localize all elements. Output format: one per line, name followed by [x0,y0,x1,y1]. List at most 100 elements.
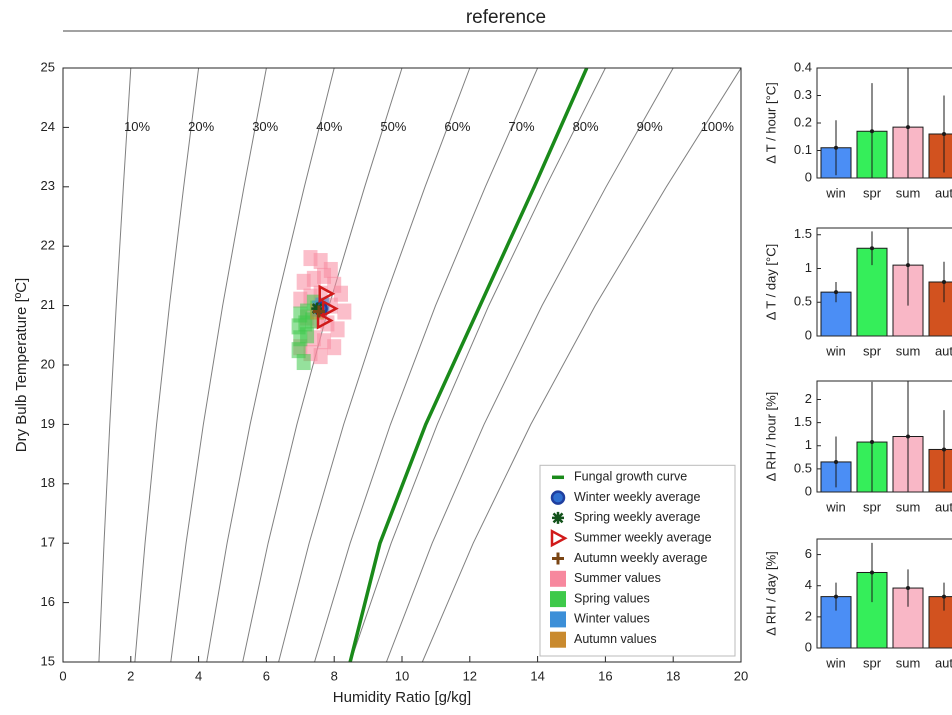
error-center [870,246,874,251]
error-center [834,145,838,150]
value-point [337,303,352,320]
y-tick-label: 17 [41,535,55,550]
y-tick-label: 16 [41,594,55,609]
x-tick-label: spr [863,655,882,670]
y-tick-label: 0.5 [794,294,812,309]
x-tick-label: 2 [127,668,134,683]
y-tick-label: 2 [805,608,812,623]
rh-curve [242,68,403,662]
legend-label: Summer values [574,571,661,585]
y-tick-label: 2 [805,391,812,406]
legend-label: Fungal growth curve [574,470,687,484]
bar [928,133,952,178]
y-axis-label: Dry Bulb Temperature [ºC] [13,278,30,452]
bar [928,596,952,648]
y-axis-label: Δ T / day [°C] [763,244,778,321]
legend-swatch [550,591,566,608]
axes-box [816,227,952,337]
average-marker [312,305,325,318]
rh-label: 60% [444,119,470,134]
x-tick-label: 20 [734,668,748,683]
x-tick-label: win [825,655,846,670]
legend-label: Autumn weekly average [574,551,707,565]
y-axis-label: Δ RH / hour [%] [763,392,778,482]
x-tick-label: 8 [331,668,338,683]
average-marker [318,284,336,303]
average-marker [550,490,566,505]
legend-label: Spring values [574,591,650,605]
rh-curve [385,68,674,662]
error-center [942,447,946,452]
x-tick-label: 16 [598,668,612,683]
legend-label: Spring weekly average [574,510,701,524]
bar [928,448,952,492]
rh-label: 30% [252,119,278,134]
x-tick-label: win [825,185,846,200]
average-marker [550,529,568,548]
x-axis-label: Humidity Ratio [g/kg] [333,689,471,706]
rh-label: 10% [124,119,150,134]
x-tick-label: 4 [195,668,202,683]
average-marker [321,299,339,318]
rh-curve [98,68,132,662]
x-tick-label: spr [863,499,882,514]
legend-label: Winter values [574,612,650,626]
y-tick-label: 25 [41,59,55,74]
x-tick-label: spr [863,185,882,200]
x-tick-label: win [825,343,846,358]
y-tick-label: 0.4 [794,59,812,74]
error-center [906,125,910,130]
fungal-curve [348,68,589,662]
bar-plot [820,381,952,492]
x-tick-label: sum [896,499,921,514]
bar [928,281,952,336]
x-tick-label: aut [935,185,952,200]
error-center [834,290,838,295]
legend-box [539,464,736,657]
x-tick-label: sum [896,343,921,358]
y-tick-label: 20 [41,356,55,371]
error-center [906,263,910,268]
rh-curve [134,68,200,662]
plot-area [98,68,741,662]
y-axis-label: Δ RH / day [%] [763,551,778,636]
rh-curve [421,68,741,662]
figure-title: reference [466,7,546,28]
y-tick-label: 15 [41,653,55,668]
rh-curve [278,68,471,662]
x-tick-label: 12 [463,668,477,683]
rh-curve [206,68,335,662]
y-tick-label: 19 [41,416,55,431]
y-tick-label: 6 [805,546,812,561]
error-center [942,132,946,136]
y-tick-label: 1 [805,260,812,275]
y-tick-label: 0 [805,639,812,654]
legend-swatch [550,611,566,628]
y-tick-label: 0 [805,169,812,184]
axes-box [816,67,952,179]
y-tick-label: 0.2 [794,114,812,129]
legend-label: Winter weekly average [574,490,700,504]
y-tick-label: 0.5 [794,460,812,475]
rh-label: 50% [380,119,406,134]
rh-curve [349,68,606,662]
average-marker [311,302,324,315]
legend-swatch [550,631,566,648]
y-tick-label: 1.5 [794,226,812,241]
x-tick-label: 14 [530,668,544,683]
x-tick-label: win [825,499,846,514]
rh-label: 90% [637,119,663,134]
value-point [327,339,342,356]
y-tick-label: 0.3 [794,87,812,102]
value-point [300,327,315,344]
error-center [870,570,874,575]
bar-plot [820,542,952,648]
rh-label: 20% [188,119,214,134]
legend-label: Summer weekly average [574,530,712,544]
error-center [942,594,946,599]
error-center [942,280,946,284]
bar [856,247,888,336]
x-tick-label: 0 [59,668,66,683]
rh-label: 80% [573,119,599,134]
